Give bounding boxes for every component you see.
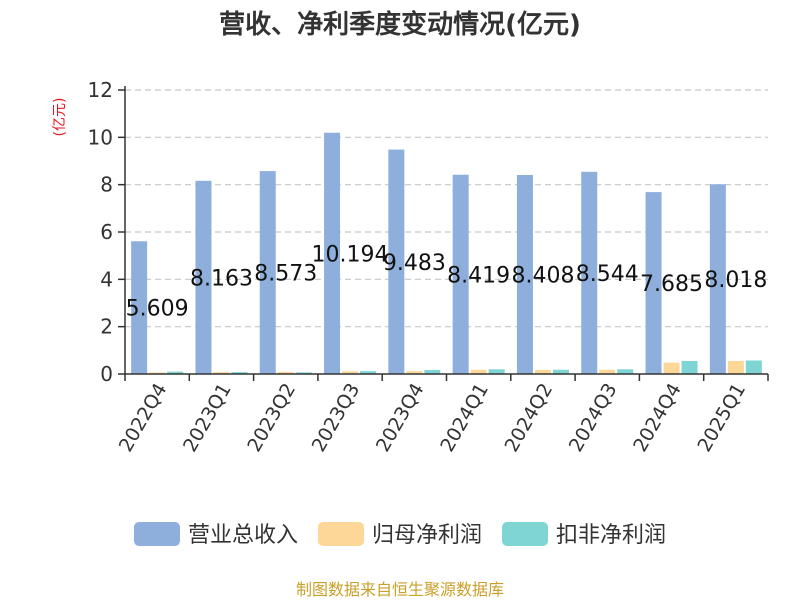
bar-revenue[interactable] [452, 174, 469, 374]
x-tick-label: 2023Q3 [308, 380, 365, 456]
bar-deducted-net-profit[interactable] [681, 360, 698, 374]
chart-title: 营收、净利季度变动情况(亿元) [219, 9, 581, 40]
bar-revenue[interactable] [516, 175, 533, 374]
bar-revenue[interactable] [195, 180, 212, 374]
y-tick-label: 10 [88, 125, 113, 149]
bar-revenue[interactable] [388, 149, 405, 374]
source-note: 制图数据来自恒生聚源数据库 [296, 580, 504, 599]
y-axis-label: (亿元) [52, 98, 68, 137]
legend-label: 营业总收入 [188, 523, 298, 548]
x-tick-label: 2025Q1 [693, 380, 750, 456]
data-label: 5.609 [126, 297, 189, 322]
bar-deducted-net-profit[interactable] [488, 369, 505, 374]
bar-revenue[interactable] [259, 171, 276, 374]
x-tick-label: 2024Q2 [501, 380, 558, 456]
data-label: 8.573 [254, 262, 317, 287]
bar-deducted-net-profit[interactable] [231, 372, 248, 374]
bar-net-profit[interactable] [342, 371, 359, 374]
data-label: 8.163 [190, 266, 253, 291]
bar-deducted-net-profit[interactable] [167, 371, 184, 374]
legend-item[interactable]: 营业总收入 [134, 522, 298, 548]
data-label: 8.408 [511, 264, 574, 289]
y-tick-label: 12 [88, 78, 113, 102]
bar-net-profit[interactable] [406, 371, 423, 374]
data-label: 9.483 [383, 251, 446, 276]
bar-net-profit[interactable] [727, 360, 744, 374]
legend-swatch [318, 522, 364, 546]
bar-revenue[interactable] [709, 184, 726, 374]
y-tick-label: 4 [100, 267, 113, 291]
bar-revenue[interactable] [581, 171, 598, 374]
bar-deducted-net-profit[interactable] [424, 369, 441, 374]
bar-net-profit[interactable] [213, 372, 230, 374]
bar-deducted-net-profit[interactable] [295, 372, 312, 374]
legend-swatch [502, 522, 548, 546]
legend-swatch [134, 522, 180, 546]
bar-net-profit[interactable] [534, 369, 551, 374]
bar-revenue[interactable] [131, 241, 148, 374]
legend[interactable]: 营业总收入 归母净利润 扣非净利润 [134, 522, 666, 548]
legend-label: 归母净利润 [372, 523, 482, 548]
data-label: 10.194 [312, 242, 389, 267]
bar-deducted-net-profit[interactable] [745, 360, 762, 374]
bar-net-profit[interactable] [470, 369, 487, 374]
bar-deducted-net-profit[interactable] [360, 371, 377, 374]
bar-net-profit[interactable] [599, 369, 616, 374]
legend-item[interactable]: 扣非净利润 [502, 522, 666, 548]
bar-revenue[interactable] [645, 192, 662, 374]
data-label: 8.544 [576, 262, 639, 287]
bar-deducted-net-profit[interactable] [552, 369, 569, 374]
x-tick-label: 2022Q4 [115, 380, 172, 456]
data-label: 7.685 [640, 272, 703, 297]
bar-revenue[interactable] [324, 132, 341, 374]
x-tick-label: 2024Q3 [565, 380, 622, 456]
data-label: 8.419 [447, 263, 510, 288]
y-tick-label: 0 [100, 362, 113, 386]
x-tick-label: 2023Q2 [243, 380, 300, 456]
x-tick-label: 2024Q1 [436, 380, 493, 456]
x-tick-label: 2023Q4 [372, 380, 429, 456]
bar-net-profit[interactable] [663, 362, 680, 374]
x-tick-label: 2023Q1 [179, 380, 236, 456]
legend-item[interactable]: 归母净利润 [318, 522, 482, 548]
y-tick-label: 8 [100, 173, 113, 197]
x-tick-label: 2024Q4 [629, 380, 686, 456]
y-tick-label: 6 [100, 220, 113, 244]
legend-label: 扣非净利润 [556, 523, 666, 548]
bar-deducted-net-profit[interactable] [617, 369, 634, 374]
bars-layer [131, 132, 762, 374]
y-tick-label: 2 [100, 315, 113, 339]
bar-net-profit[interactable] [277, 371, 294, 374]
data-label: 8.018 [704, 268, 767, 293]
